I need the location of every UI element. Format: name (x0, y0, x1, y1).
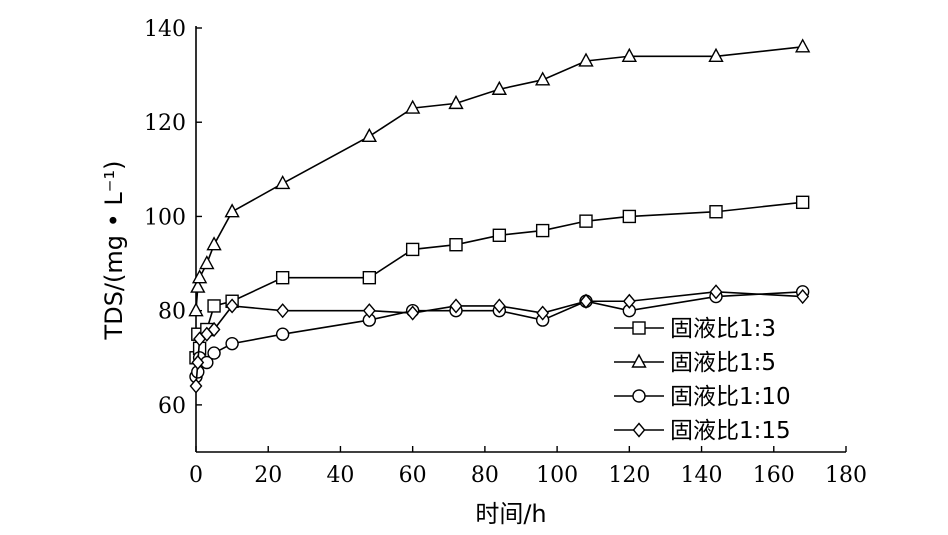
data-point-diamond (796, 288, 810, 305)
data-point-diamond (449, 298, 463, 314)
data-point-diamond (622, 293, 636, 309)
data-point-square (405, 242, 420, 257)
legend-marker-triangle (631, 353, 647, 368)
data-point-diamond (207, 321, 221, 338)
data-point-triangle (190, 278, 206, 293)
legend: 固液比1:3 固液比1:5 固液比1:10 固液比1:15 (614, 316, 791, 444)
data-point-diamond (362, 303, 376, 319)
data-point-diamond (709, 284, 723, 300)
data-point-triangle (794, 38, 811, 53)
series-layer (188, 38, 811, 394)
data-point-diamond (225, 298, 239, 314)
data-point-triangle (274, 174, 291, 190)
x-tick-label: 20 (254, 463, 282, 488)
y-tick-label: 100 (144, 205, 186, 230)
data-point-diamond (492, 298, 506, 314)
data-point-triangle (621, 47, 638, 62)
data-point-diamond (189, 378, 203, 394)
data-point-diamond (276, 303, 290, 319)
legend-entry-square: 固液比1:3 (614, 316, 776, 342)
x-tick-label: 40 (326, 463, 354, 488)
legend-label: 固液比1:15 (670, 418, 791, 444)
data-point-circle (207, 346, 221, 360)
data-point-triangle (534, 71, 551, 86)
data-point-triangle (224, 203, 240, 218)
data-point-diamond (536, 305, 550, 321)
series-line-triangle (195, 46, 803, 311)
series-diamond (189, 284, 810, 394)
x-tick-label: 100 (536, 463, 578, 488)
x-tick-label: 140 (681, 463, 723, 488)
axes: 0 20 40 60 80 100 120 140 160 180 60 80 100 120 140 (144, 17, 867, 488)
x-tick-label: 160 (753, 463, 795, 488)
data-point-diamond (191, 354, 205, 371)
y-tick-label: 80 (158, 300, 186, 325)
x-tick-label: 120 (608, 463, 650, 488)
data-point-square (362, 270, 377, 285)
legend-label: 固液比1:3 (670, 316, 776, 342)
legend-label: 固液比1:5 (670, 350, 776, 376)
legend-marker-square (632, 321, 646, 335)
y-tick-label: 120 (144, 111, 186, 136)
legend-entry-triangle: 固液比1:5 (614, 350, 776, 376)
legend-entry-diamond: 固液比1:15 (614, 418, 791, 444)
series-triangle (188, 38, 811, 317)
data-point-triangle (206, 236, 222, 251)
data-point-triangle (191, 269, 208, 284)
data-point-square (207, 299, 221, 313)
data-point-square (622, 209, 637, 224)
legend-label: 固液比1:10 (670, 384, 791, 410)
x-tick-label: 80 (471, 463, 499, 488)
data-point-triangle (199, 255, 215, 270)
x-tick-label: 0 (189, 463, 203, 488)
data-point-square (709, 205, 723, 219)
data-point-square (535, 223, 550, 238)
data-point-diamond (579, 293, 593, 309)
data-point-triangle (188, 302, 204, 317)
data-point-diamond (406, 305, 420, 321)
data-point-square (449, 238, 463, 252)
data-point-circle (275, 327, 290, 341)
data-point-square (579, 214, 593, 228)
y-tick-label: 140 (144, 17, 186, 42)
data-point-triangle (708, 47, 724, 62)
data-point-triangle (361, 127, 378, 143)
data-point-triangle (578, 52, 594, 67)
data-point-triangle (404, 99, 421, 114)
legend-entry-circle: 固液比1:10 (614, 384, 791, 410)
x-tick-label: 60 (399, 463, 427, 488)
data-point-square (492, 228, 507, 242)
data-point-square (275, 270, 290, 285)
y-tick-label: 60 (158, 394, 186, 419)
data-point-square (795, 195, 810, 210)
legend-marker-circle (632, 389, 646, 403)
data-point-triangle (491, 80, 508, 95)
legend-marker-diamond (632, 422, 646, 438)
y-axis-title: TDS/(mg • L⁻¹) (100, 161, 128, 341)
x-tick-label: 180 (825, 463, 867, 488)
x-axis-title: 时间/h (475, 500, 546, 528)
data-point-circle (225, 336, 239, 351)
data-point-triangle (448, 94, 464, 110)
